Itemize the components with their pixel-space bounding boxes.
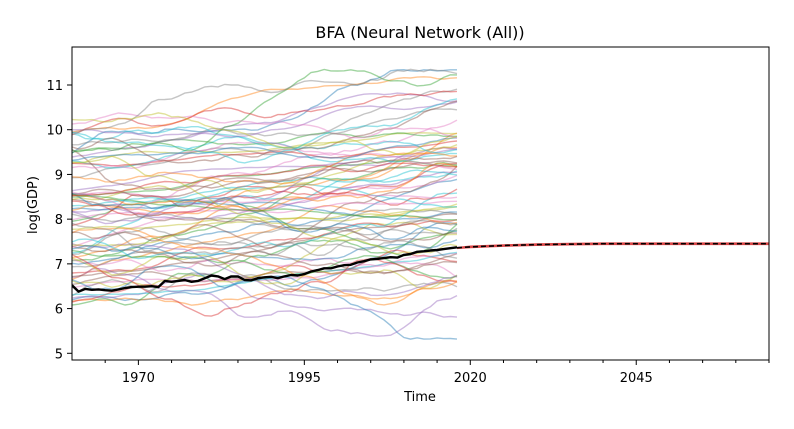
y-tick-label: 10: [46, 124, 63, 139]
background-series-line: [72, 251, 458, 296]
background-series-line: [72, 243, 458, 300]
y-tick-label: 5: [55, 347, 63, 362]
background-series-line: [72, 92, 458, 158]
historical-series-line: [72, 246, 458, 293]
background-series-line: [72, 108, 458, 179]
background-series-line: [72, 198, 458, 243]
background-series-line: [72, 149, 458, 191]
background-series-line: [72, 183, 458, 208]
background-series-line: [72, 165, 458, 249]
background-series-line: [72, 68, 458, 153]
background-series-line: [72, 90, 458, 136]
background-series-line: [72, 68, 458, 134]
background-series-line: [72, 254, 458, 289]
background-series-line: [72, 162, 458, 212]
background-series-line: [72, 221, 458, 289]
y-tick-label: 8: [55, 213, 63, 228]
background-series-line: [72, 192, 458, 260]
background-series-line: [72, 222, 458, 259]
background-series-line: [72, 178, 458, 265]
background-series-line: [72, 239, 458, 261]
background-series-line: [72, 253, 458, 317]
background-series-line: [72, 245, 458, 275]
background-series-line: [72, 112, 458, 156]
background-series-line: [72, 146, 458, 225]
background-series-line: [72, 135, 458, 169]
y-tick-label: 9: [55, 168, 63, 183]
background-series-line: [72, 193, 458, 221]
background-series-line: [72, 132, 458, 154]
background-series-line: [72, 125, 458, 154]
background-series-line: [72, 204, 458, 280]
background-series-line: [72, 279, 458, 306]
x-tick-label: 1995: [288, 371, 321, 386]
background-series-line: [72, 101, 458, 138]
background-series-line: [72, 252, 458, 289]
background-series-line: [72, 249, 458, 279]
background-series-line: [72, 100, 458, 164]
background-series-line: [72, 273, 458, 318]
chart-title: BFA (Neural Network (All)): [315, 23, 524, 42]
background-series-line: [72, 161, 458, 262]
background-series-line: [72, 160, 458, 198]
background-series-line: [72, 170, 458, 254]
background-series-line: [72, 112, 458, 139]
background-series-line: [72, 132, 457, 164]
x-tick-label: 2045: [620, 371, 653, 386]
y-tick-label: 6: [55, 303, 63, 318]
x-tick-label: 2020: [454, 371, 487, 386]
background-series-line: [72, 132, 458, 259]
background-series-line: [72, 152, 458, 185]
background-series-line: [72, 140, 458, 167]
background-series-line: [72, 68, 457, 154]
background-series-line: [72, 198, 458, 250]
background-series-line: [72, 162, 458, 217]
background-series-line: [72, 144, 458, 201]
background-series-line: [72, 185, 458, 227]
background-series-line: [72, 141, 458, 171]
plot-frame: [71, 46, 770, 361]
background-series-line: [72, 162, 457, 197]
background-series-line: [72, 146, 458, 215]
x-axis-title: Time: [403, 390, 436, 405]
background-series-line: [72, 88, 458, 146]
background-series-line: [72, 219, 458, 268]
background-series-line: [72, 191, 458, 204]
background-series-line: [72, 160, 457, 198]
axis-ticks: 1970 1995 2020 2045 5 6 7 8 9 10 11: [46, 79, 770, 386]
y-axis-title: log(GDP): [26, 176, 41, 234]
background-series-line: [72, 174, 458, 248]
background-series-line: [72, 200, 458, 221]
background-series-line: [72, 203, 458, 247]
forecast-series-line: [456, 242, 769, 249]
background-series-line: [72, 258, 458, 279]
background-series-line: [72, 201, 458, 221]
background-series-line: [72, 137, 458, 161]
background-series-line: [72, 227, 458, 257]
background-series-line: [72, 223, 458, 306]
background-series-line: [72, 147, 458, 192]
background-series-line: [72, 219, 458, 274]
background-series-line: [72, 208, 458, 232]
background-series-line: [72, 252, 458, 286]
background-series-line: [72, 267, 458, 337]
background-series-line: [72, 169, 458, 203]
background-series-line: [72, 119, 458, 211]
background-series-line: [72, 213, 457, 278]
plot-area: [72, 68, 769, 340]
background-series-line: [72, 98, 458, 164]
background-series-line: [72, 206, 458, 230]
x-tick-label: 1970: [122, 371, 155, 386]
y-tick-label: 11: [46, 79, 63, 94]
background-series-line: [72, 227, 458, 306]
y-tick-label: 7: [55, 258, 63, 273]
background-series-line: [72, 171, 457, 220]
background-series-line: [72, 76, 458, 133]
background-series-line: [72, 155, 458, 255]
background-series-line: [72, 192, 458, 240]
